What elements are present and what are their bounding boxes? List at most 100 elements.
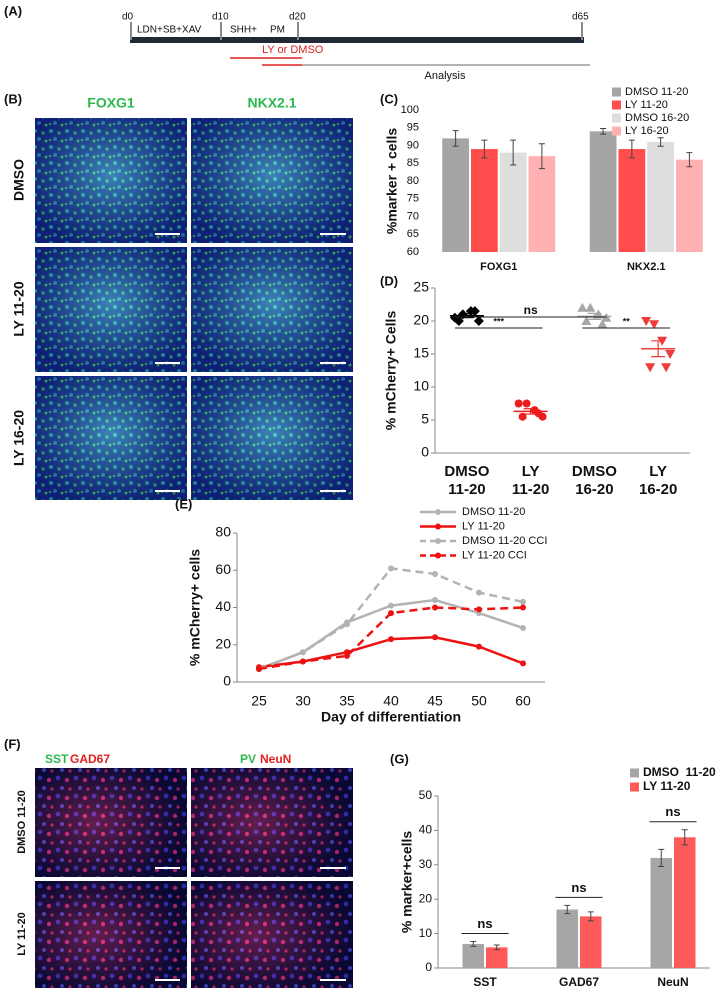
row-label: LY 16-20 — [11, 410, 27, 466]
bar — [650, 857, 672, 968]
y-tick-label: 75 — [407, 193, 419, 205]
x-tick-label: 45 — [427, 693, 443, 709]
error-bar — [681, 829, 688, 846]
image-grid-b — [35, 118, 353, 500]
legend-label: DMSO 11-20 — [625, 86, 688, 98]
line-point — [520, 660, 526, 667]
x-tick-label: NeuN — [657, 975, 688, 989]
x-tick-label: 50 — [471, 693, 487, 709]
line-point — [388, 565, 394, 572]
sem-bar — [651, 340, 666, 358]
y-tick-label: 40 — [419, 823, 433, 837]
significance-label: ns — [571, 880, 586, 895]
comparison-label: ** — [623, 316, 631, 326]
panel-label: (A) — [4, 3, 22, 18]
bar — [486, 947, 508, 968]
legend-swatch — [630, 768, 639, 778]
x-tick-label: 60 — [515, 693, 531, 709]
column-label: PV — [240, 752, 256, 766]
y-tick-label: 60 — [215, 561, 231, 577]
row-label: DMSO — [11, 159, 27, 201]
legend-swatch — [612, 113, 621, 123]
y-tick-label: 80 — [215, 524, 231, 540]
column-label: NeuN — [260, 752, 291, 766]
line-point — [432, 604, 438, 611]
treatment-label: LY or DMSO — [262, 44, 324, 56]
y-axis-label: % mCherry+ cells — [187, 549, 203, 666]
bar — [674, 837, 696, 968]
y-axis-label: % mCherry+ Cells — [383, 311, 399, 431]
legend-marker — [435, 552, 441, 559]
line-point — [388, 602, 394, 609]
significance-label: ns — [477, 916, 492, 931]
sem-bar — [587, 312, 602, 320]
x-tick-label: 35 — [339, 693, 355, 709]
error-bar — [564, 904, 571, 915]
stage-label: LDN+SB+XAV — [137, 25, 202, 36]
legend-label: DMSO 11-20 — [462, 506, 525, 518]
y-tick-label: 40 — [215, 598, 231, 614]
error-bar — [686, 152, 693, 168]
bar — [528, 156, 556, 252]
panel-label: (F) — [4, 736, 21, 751]
legend-swatch — [630, 782, 639, 792]
y-tick-label: 30 — [419, 857, 433, 871]
y-tick-label: 70 — [407, 210, 419, 222]
y-tick-label: 5 — [421, 411, 429, 427]
y-tick-label: 10 — [413, 378, 429, 394]
stage-label: PM — [270, 25, 285, 36]
image-grid-f — [35, 768, 353, 988]
line-point — [520, 604, 526, 611]
x-tick-label: LY — [649, 463, 667, 480]
y-tick-label: 50 — [419, 788, 433, 802]
bar — [556, 909, 578, 968]
legend-label: LY 11-20 — [462, 520, 505, 532]
x-tick-label: NKX2.1 — [627, 261, 666, 273]
data-point — [665, 350, 676, 359]
x-tick-label: 16-20 — [575, 481, 613, 498]
legend-swatch — [612, 100, 621, 110]
y-tick-label: 0 — [425, 960, 432, 974]
x-axis-label: Day of differentiation — [321, 709, 461, 725]
legend-swatch — [612, 126, 621, 136]
bar — [676, 159, 703, 252]
line-point — [300, 649, 306, 656]
legend-label: LY 11-20 — [643, 779, 691, 793]
data-point — [661, 363, 672, 373]
panel-label: (B) — [4, 91, 22, 106]
comparison-label: *** — [493, 316, 504, 326]
data-point — [581, 316, 592, 325]
y-tick-label: 15 — [413, 345, 429, 361]
y-tick-label: 0 — [421, 444, 429, 460]
line-point — [388, 636, 394, 643]
x-tick-label: DMSO — [572, 463, 617, 480]
x-tick-label: SST — [473, 975, 497, 989]
comparison-label: ns — [524, 303, 538, 317]
error-bar — [538, 143, 545, 170]
day-label: d65 — [572, 12, 589, 23]
column-label: SST — [45, 752, 69, 766]
line-series — [258, 567, 524, 671]
significance-label: ns — [665, 804, 680, 819]
line-point — [476, 606, 482, 613]
timeline: d0 d10 d20 d65 LDN+SB+XAV SHH+ PM LY or … — [122, 12, 590, 82]
line-point — [520, 598, 526, 605]
bar — [647, 141, 675, 252]
y-tick-label: 25 — [413, 279, 429, 295]
bar — [499, 152, 527, 252]
data-point — [534, 409, 543, 418]
legend-label: DMSO 11-20 — [643, 765, 716, 779]
bar — [618, 149, 646, 252]
column-label: GAD67 — [70, 752, 110, 766]
legend-marker — [435, 523, 441, 530]
legend-swatch — [612, 87, 621, 97]
data-point — [473, 316, 484, 326]
error-bar — [600, 127, 607, 135]
data-point — [641, 317, 652, 326]
error-bar — [658, 848, 665, 868]
line-point — [432, 634, 438, 641]
stage-label: SHH+ — [230, 25, 257, 36]
y-tick-label: 0 — [223, 673, 231, 689]
legend-label: LY 11-20 — [625, 99, 668, 111]
